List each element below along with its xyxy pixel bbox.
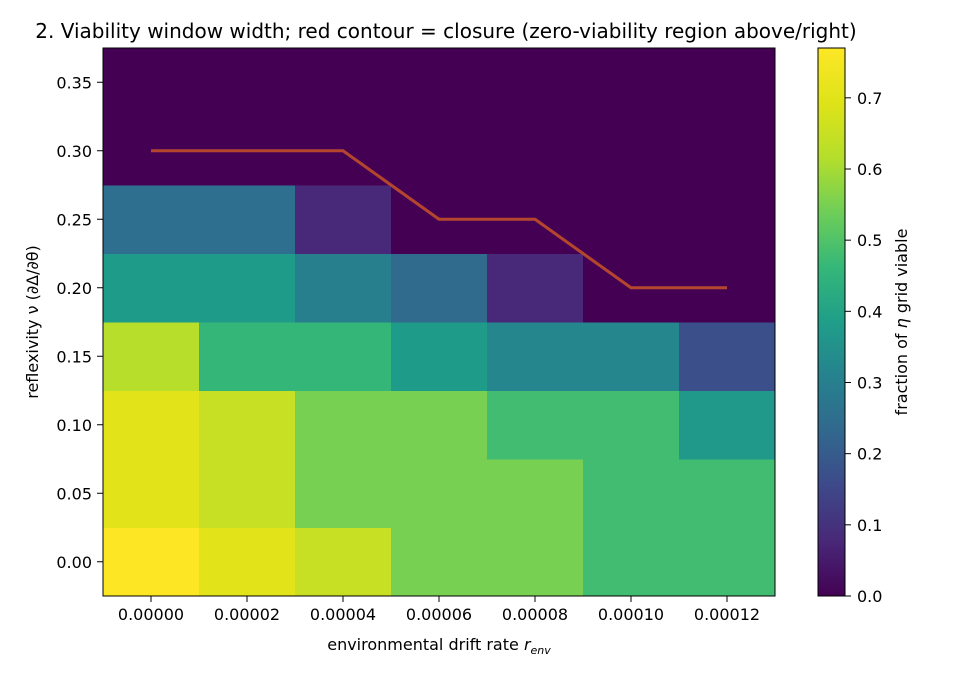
colorbar-label: fraction of η grid viable — [892, 229, 911, 416]
heatmap-cell — [391, 459, 488, 528]
heatmap-cell — [583, 390, 680, 460]
heatmap-cell — [679, 390, 776, 460]
heatmap-cell — [487, 390, 584, 460]
heatmap-cell — [295, 322, 392, 391]
heatmap-cell — [487, 459, 584, 528]
heatmap-cell — [295, 48, 392, 117]
heatmap-cell — [199, 459, 296, 528]
heatmap-cell — [199, 253, 296, 323]
x-tick-label: 0.00000 — [118, 605, 184, 624]
heatmap-cell — [583, 459, 680, 528]
heatmap-cell — [103, 322, 200, 391]
y-tick-label: 0.15 — [56, 347, 92, 366]
heatmap-cell — [679, 48, 776, 117]
colorbar-tick-label: 0.1 — [857, 516, 882, 535]
heatmap-cell — [103, 48, 200, 117]
y-tick-label: 0.35 — [56, 73, 92, 92]
heatmap-cell — [679, 527, 776, 597]
colorbar-tick-label: 0.6 — [857, 160, 882, 179]
colorbar-tick-label: 0.4 — [857, 302, 882, 321]
heatmap-cell — [295, 459, 392, 528]
y-tick-label: 0.30 — [56, 142, 92, 161]
heatmap-cell — [103, 459, 200, 528]
heatmap-cell — [583, 322, 680, 391]
heatmap-cells — [103, 48, 776, 597]
x-tick-label: 0.00002 — [214, 605, 280, 624]
heatmap-cell — [199, 48, 296, 117]
heatmap-cell — [679, 185, 776, 254]
y-axis-ticks: 0.00 0.05 0.10 0.15 0.20 0.25 0.30 0.35 — [56, 73, 103, 572]
x-axis-label: environmental drift rate renv — [327, 635, 551, 657]
heatmap-cell — [295, 185, 392, 254]
heatmap-cell — [487, 116, 584, 186]
heatmap-cell — [583, 185, 680, 254]
colorbar — [817, 47, 846, 597]
colorbar-tick-label: 0.0 — [857, 587, 882, 606]
heatmap-cell — [391, 253, 488, 323]
heatmap-cell — [103, 253, 200, 323]
heatmap-cell — [391, 48, 488, 117]
y-axis-label: reflexivity ν (∂Δ/∂θ) — [23, 245, 42, 399]
heatmap-cell — [391, 116, 488, 186]
heatmap-cell — [487, 527, 584, 597]
colorbar-tick-label: 0.5 — [857, 231, 882, 250]
heatmap-cell — [103, 527, 200, 597]
heatmap-cell — [199, 527, 296, 597]
heatmap-cell — [487, 253, 584, 323]
y-tick-label: 0.00 — [56, 553, 92, 572]
heatmap-cell — [391, 322, 488, 391]
x-tick-label: 0.00012 — [694, 605, 760, 624]
heatmap-cell — [679, 116, 776, 186]
heatmap-cell — [487, 322, 584, 391]
heatmap-cell — [103, 390, 200, 460]
heatmap-cell — [583, 116, 680, 186]
heatmap-cell — [295, 253, 392, 323]
x-tick-label: 0.00010 — [598, 605, 664, 624]
y-tick-label: 0.10 — [56, 416, 92, 435]
heatmap-cell — [199, 390, 296, 460]
colorbar-tick-label: 0.2 — [857, 445, 882, 464]
colorbar-ticks: 0.0 0.1 0.2 0.3 0.4 0.5 0.6 0.7 — [845, 89, 882, 606]
chart-title: 2. Viability window width; red contour =… — [35, 19, 856, 43]
colorbar-tick-label: 0.3 — [857, 373, 882, 392]
closure-contour-line — [151, 149, 727, 290]
heatmap-cell — [391, 390, 488, 460]
colorbar-tick-label: 0.7 — [857, 89, 882, 108]
x-axis-ticks: 0.00000 0.00002 0.00004 0.00006 0.00008 0.000… — [118, 596, 760, 624]
y-tick-label: 0.05 — [56, 484, 92, 503]
heatmap-cell — [583, 48, 680, 117]
heatmap-cell — [199, 185, 296, 254]
y-tick-label: 0.25 — [56, 210, 92, 229]
y-tick-label: 0.20 — [56, 279, 92, 298]
heatmap-cell — [679, 459, 776, 528]
heatmap-cell — [679, 322, 776, 391]
heatmap-cell — [583, 527, 680, 597]
closure-contour-layer — [151, 149, 727, 290]
heatmap-cell — [103, 185, 200, 254]
x-tick-label: 0.00004 — [310, 605, 376, 624]
heatmap-cell — [295, 390, 392, 460]
x-tick-label: 0.00006 — [406, 605, 472, 624]
heatmap-cell — [199, 322, 296, 391]
heatmap-cell — [487, 48, 584, 117]
heatmap-cell — [295, 527, 392, 597]
x-tick-label: 0.00008 — [502, 605, 568, 624]
heatmap-cell — [391, 527, 488, 597]
